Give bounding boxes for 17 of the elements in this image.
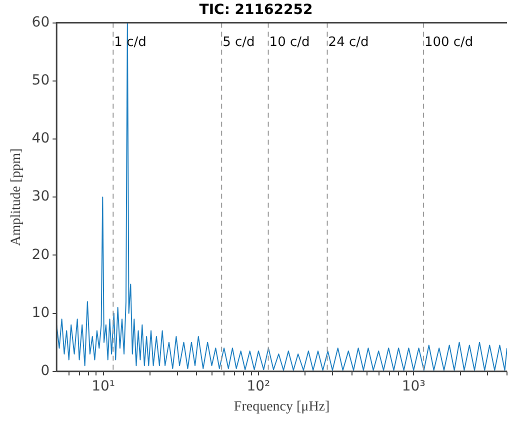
y-tick-label: 40 bbox=[32, 130, 50, 147]
chart-title: TIC: 21162252 bbox=[199, 2, 313, 18]
y-tick-label: 60 bbox=[32, 14, 50, 30]
y-tick-label: 0 bbox=[40, 363, 50, 380]
y-tick-label: 20 bbox=[32, 246, 50, 263]
x-axis-title: Frequency [μHz] bbox=[234, 399, 330, 414]
y-tick-label: 10 bbox=[32, 304, 50, 321]
ref-line-label: 10 c/d bbox=[269, 35, 310, 50]
ref-line-label: 5 c/d bbox=[222, 35, 255, 50]
x-tick-label: 10² bbox=[246, 378, 270, 394]
x-tick-label: 10¹ bbox=[92, 378, 116, 394]
x-tick-label: 10³ bbox=[402, 378, 426, 394]
y-axis-title: Amplitude [ppm] bbox=[9, 148, 24, 246]
ref-line-label: 100 c/d bbox=[424, 35, 474, 50]
y-tick-label: 50 bbox=[32, 72, 50, 89]
ref-line-label: 24 c/d bbox=[328, 35, 369, 50]
y-tick-label: 30 bbox=[32, 188, 50, 205]
